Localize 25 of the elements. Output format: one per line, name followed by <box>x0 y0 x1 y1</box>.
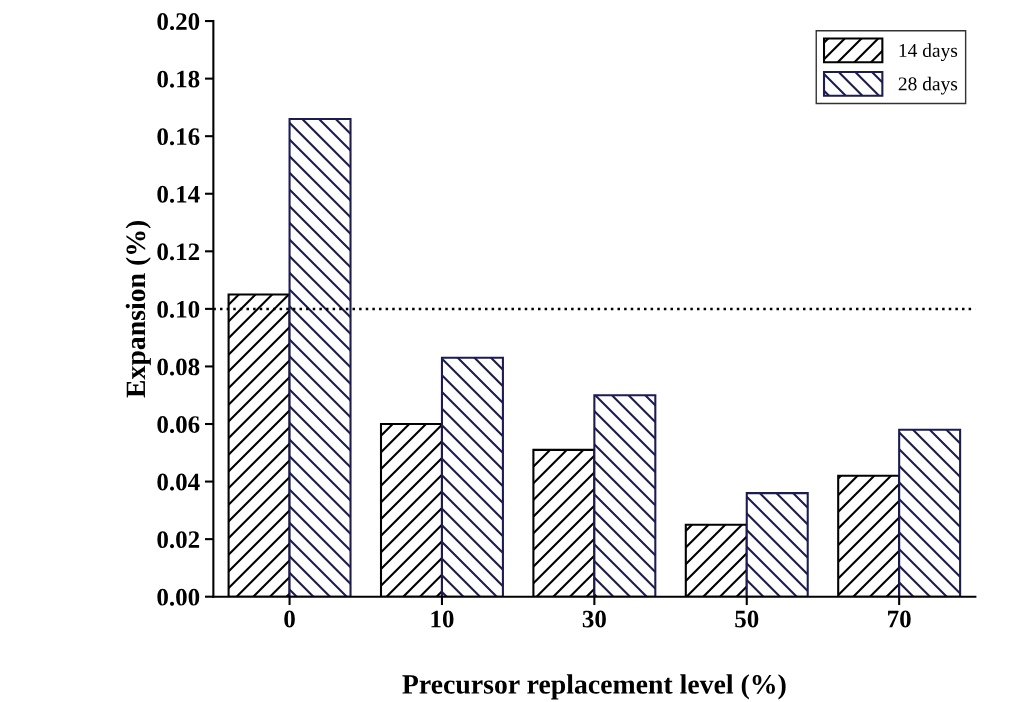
x-tick-label: 30 <box>582 610 606 628</box>
y-axis-title: Expansion (%) <box>125 220 151 398</box>
y-tick-label: 0.06 <box>157 416 200 434</box>
y-tick-label: 0.04 <box>157 473 200 491</box>
bar <box>898 428 962 597</box>
y-tick-label: 0.14 <box>157 185 200 203</box>
y-tick-label: 0.12 <box>157 243 200 261</box>
bar <box>440 356 504 597</box>
legend-label: 14 days <box>899 43 958 62</box>
y-tick-label: 0.02 <box>157 531 200 549</box>
x-tick-label: 0 <box>284 610 295 628</box>
y-tick-label: 0.10 <box>157 300 200 318</box>
y-tick-label: 0.08 <box>157 358 200 376</box>
y-tick-label: 0.18 <box>157 70 200 88</box>
bar <box>593 394 657 597</box>
legend-label: 28 days <box>898 76 958 95</box>
x-tick-label: 70 <box>888 610 911 628</box>
x-axis-title: Precursor replacement level (%) <box>402 674 786 700</box>
y-tick-label: 0.20 <box>157 13 200 31</box>
x-tick-label: 10 <box>431 610 454 628</box>
bar <box>745 492 809 597</box>
y-tick-label: 0.16 <box>157 128 200 146</box>
y-tick-label: 0.00 <box>157 588 200 606</box>
bar <box>288 117 352 597</box>
x-tick-label: 50 <box>735 610 759 628</box>
